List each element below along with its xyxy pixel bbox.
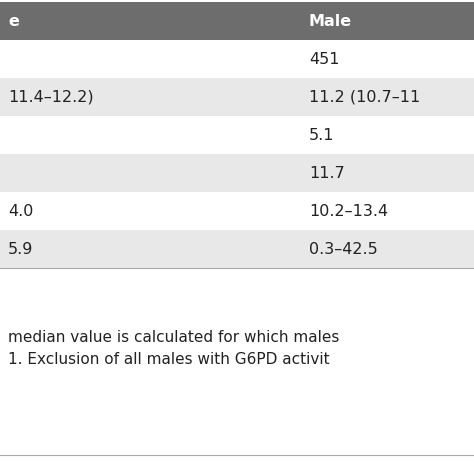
Bar xyxy=(0,230,301,268)
Text: 11.7: 11.7 xyxy=(309,165,345,181)
Bar xyxy=(301,116,474,154)
Bar xyxy=(301,2,474,40)
Text: 451: 451 xyxy=(309,52,339,66)
Text: Male: Male xyxy=(309,13,352,28)
Text: median value is calculated for which males: median value is calculated for which mal… xyxy=(8,330,339,345)
Text: 11.2 (10.7–11: 11.2 (10.7–11 xyxy=(309,90,420,104)
Text: 4.0: 4.0 xyxy=(8,203,33,219)
Bar xyxy=(301,78,474,116)
Text: 5.9: 5.9 xyxy=(8,241,33,256)
Bar xyxy=(0,78,301,116)
Text: e: e xyxy=(8,13,19,28)
Bar xyxy=(0,192,301,230)
Bar xyxy=(0,2,301,40)
Text: 1. Exclusion of all males with G6PD activit: 1. Exclusion of all males with G6PD acti… xyxy=(8,352,329,367)
Bar xyxy=(0,154,301,192)
Text: 0.3–42.5: 0.3–42.5 xyxy=(309,241,378,256)
Bar xyxy=(301,230,474,268)
Bar xyxy=(0,40,301,78)
Text: 5.1: 5.1 xyxy=(309,128,335,143)
Text: 11.4–12.2): 11.4–12.2) xyxy=(8,90,94,104)
Bar xyxy=(301,40,474,78)
Bar xyxy=(301,192,474,230)
Bar xyxy=(301,154,474,192)
Bar xyxy=(0,116,301,154)
Text: 10.2–13.4: 10.2–13.4 xyxy=(309,203,388,219)
